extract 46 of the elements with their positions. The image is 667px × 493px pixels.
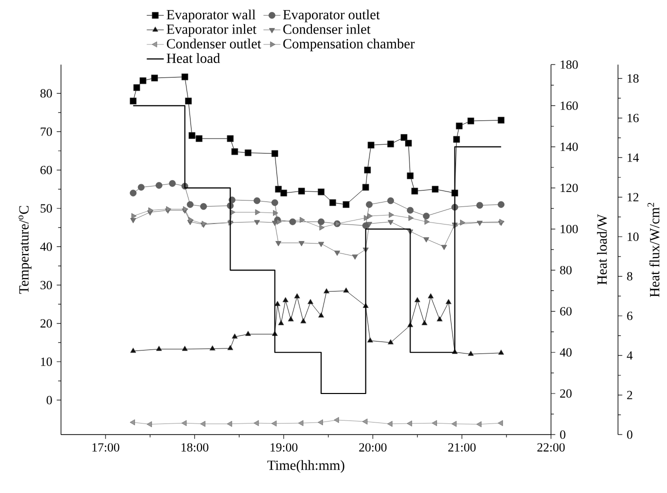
x-tick-label: 18:00 [182, 443, 208, 452]
y-tick-label: 30 [40, 280, 52, 290]
y3-tick-label: 18 [628, 74, 639, 83]
legend-label: Evaporator inlet [166, 24, 256, 37]
y3-tick-label: 14 [628, 153, 639, 162]
legend-label: Heat load [166, 53, 220, 63]
y2-axis-title: Heat load/W [596, 214, 607, 285]
y3-tick-label: 2 [627, 390, 632, 400]
y-tick-label: 80 [40, 89, 52, 98]
y-tick-label: 60 [40, 166, 52, 174]
y-axis-title: Temperature/$^{o}$C [18, 206, 32, 294]
y2-tick-label: 160 [560, 102, 578, 110]
y-tick-label: 50 [40, 204, 52, 213]
y-tick-label: 0 [46, 396, 52, 404]
y2-tick-label: 0 [560, 430, 566, 439]
y2-tick-label: 80 [560, 266, 572, 274]
y2-tick-label: 100 [560, 224, 578, 234]
y-tick-label: 40 [40, 242, 52, 251]
x-tick-label: 21:00 [448, 443, 476, 452]
y-tick-label: 70 [40, 127, 52, 136]
x-tick-label: 17:00 [92, 443, 120, 452]
y-tick-label: 10 [41, 358, 52, 366]
x-tick-label: 22:00 [537, 443, 565, 452]
legend-label: Condenser outlet [166, 38, 262, 48]
legend-label: Evaporator wall [166, 10, 256, 22]
legend-label: Condenser inlet [283, 24, 371, 34]
y2-tick-label: 60 [560, 307, 572, 316]
y2-tick-label: 140 [560, 142, 578, 152]
y-tick-label: 20 [40, 319, 52, 328]
y3-tick-label: 16 [628, 114, 639, 122]
y3-tick-label: 0 [627, 430, 632, 439]
y3-axis-title: Heat flux/W/cm$^{2}$ [648, 202, 660, 297]
x-tick-label: 20:00 [359, 443, 387, 452]
y2-tick-label: 120 [560, 184, 578, 192]
y2-tick-label: 180 [560, 60, 578, 69]
y2-tick-label: 40 [560, 348, 572, 357]
y3-tick-label: 10 [628, 232, 639, 241]
x-tick-label: 19:00 [270, 443, 298, 452]
legend-label: Compensation chamber [283, 38, 415, 52]
x-axis-title: Time(hh:mm) [267, 460, 344, 473]
y3-tick-label: 12 [628, 193, 638, 202]
legend-label: Evaporator outlet [283, 10, 380, 22]
y2-tick-label: 20 [560, 389, 572, 398]
y3-tick-label: 6 [627, 312, 632, 320]
y3-tick-label: 4 [626, 351, 633, 360]
y3-tick-label: 8 [627, 272, 632, 281]
